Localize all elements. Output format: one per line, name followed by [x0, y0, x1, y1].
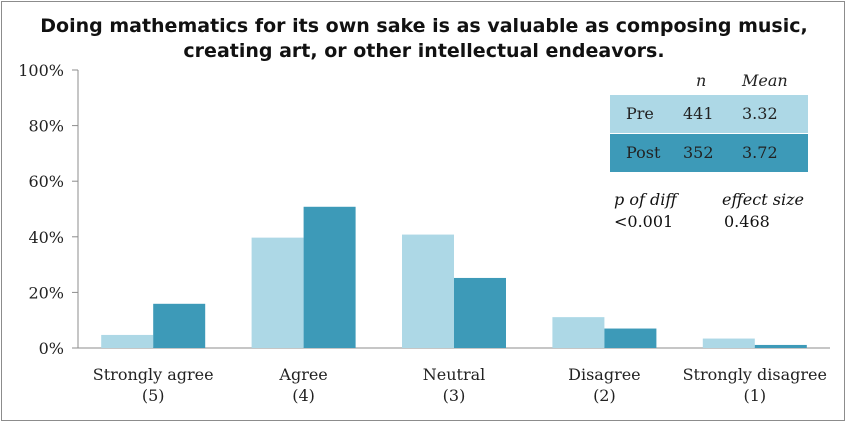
- row-n: 441: [683, 104, 714, 123]
- row-label: Post: [626, 143, 661, 162]
- y-tick-labels: 0% 20% 40% 60% 80% 100%: [18, 61, 64, 358]
- row-mean: 3.32: [742, 104, 778, 123]
- y-tick-label: 100%: [18, 61, 64, 80]
- x-category-label: (3): [443, 386, 466, 405]
- bar-pre: [402, 234, 454, 348]
- effect-label: effect size: [722, 190, 804, 209]
- x-category-label: Neutral: [423, 365, 486, 384]
- x-category-label: (4): [292, 386, 315, 405]
- bar-post: [153, 303, 206, 348]
- bar-post: [754, 344, 807, 348]
- x-category-label: (1): [743, 386, 766, 405]
- x-category-label: Strongly disagree: [683, 365, 827, 384]
- stats-row-post: Post 352 3.72: [610, 134, 808, 172]
- effect-value: 0.468: [724, 212, 770, 231]
- y-tick-label: 20%: [28, 283, 64, 302]
- bar-post: [604, 328, 657, 348]
- mean-header: Mean: [742, 71, 788, 90]
- stats-table: n Mean Pre 441 3.32 Post 352 3.72: [610, 71, 808, 172]
- x-category-label: Disagree: [568, 365, 641, 384]
- y-tick-label: 60%: [28, 172, 64, 191]
- x-category-label: Strongly agree: [93, 365, 214, 384]
- chart-title: Doing mathematics for its own sake is as…: [40, 15, 808, 62]
- stats-row-pre: Pre 441 3.32: [610, 95, 808, 133]
- y-tick-label: 80%: [28, 117, 64, 136]
- p-value: <0.001: [614, 212, 674, 231]
- n-header: n: [696, 71, 707, 90]
- y-tick-label: 40%: [28, 228, 64, 247]
- x-category-label: (2): [593, 386, 616, 405]
- bar-post: [454, 277, 506, 348]
- bars: [101, 206, 807, 348]
- row-n: 352: [683, 143, 714, 162]
- stats-header: n Mean: [610, 71, 808, 95]
- p-label: p of diff: [614, 190, 677, 209]
- bar-pre: [101, 334, 154, 348]
- bar-pre: [251, 237, 304, 348]
- x-category-label: (5): [142, 386, 165, 405]
- row-label: Pre: [626, 104, 654, 123]
- y-tick-label: 0%: [39, 339, 64, 358]
- x-category-label: Agree: [278, 365, 327, 384]
- bar-pre: [702, 338, 755, 348]
- row-mean: 3.72: [742, 143, 778, 162]
- bar-pre: [552, 317, 605, 348]
- x-category-labels: Strongly agree (5) Agree (4) Neutral (3) Disag…: [93, 365, 827, 405]
- bar-post: [303, 206, 356, 348]
